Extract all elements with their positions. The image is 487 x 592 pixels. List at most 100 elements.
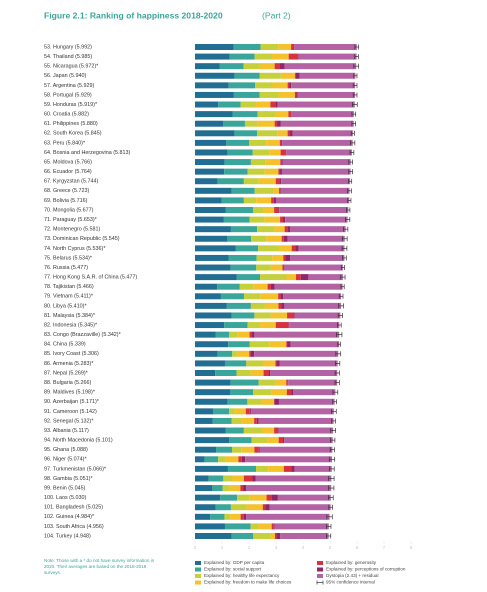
bar-segment <box>284 264 285 271</box>
bar-segment <box>217 350 233 357</box>
bar-segment <box>195 504 216 511</box>
error-bar <box>332 399 337 405</box>
bar-segment <box>296 91 298 98</box>
y-tick-label: 60. Croatia (5.882) <box>44 112 89 118</box>
bar-segment <box>249 216 265 223</box>
y-tick-label: 99. Benin (5.045) <box>44 485 86 491</box>
error-bar <box>338 303 344 309</box>
bar-segment <box>269 504 331 511</box>
bar-segment <box>195 139 227 146</box>
y-tick-label: 96. Niger (5.074)* <box>44 457 87 463</box>
y-tick-label: 80. Libya (5.410)* <box>44 303 87 309</box>
error-bar <box>343 226 349 232</box>
bar-segment <box>281 235 284 242</box>
bar-segment <box>289 322 340 329</box>
bar-segment <box>195 427 226 434</box>
bar-segment <box>298 53 357 60</box>
y-tick-label: 91. Cameroon (5.142) <box>44 409 97 415</box>
bar-segment <box>195 322 225 329</box>
error-bar <box>335 351 342 357</box>
bar-segment <box>278 398 335 405</box>
bar-segment <box>264 302 279 309</box>
y-tick-label: 95. Ghana (5.088) <box>44 447 88 453</box>
bar-segment <box>280 159 282 166</box>
bar-segment <box>244 120 258 127</box>
bar-segment <box>270 533 275 539</box>
bar-segment <box>291 389 294 396</box>
legend-swatch <box>317 567 323 572</box>
bar-segment <box>289 82 292 89</box>
bar-segment <box>294 312 341 319</box>
bar-segment <box>287 312 294 319</box>
bar-segment <box>239 283 254 290</box>
bar-segment <box>256 465 269 472</box>
bar-segment <box>268 370 271 376</box>
bar-segment <box>284 226 288 233</box>
bar-segment <box>295 72 300 79</box>
legend-label: Explained by: GDP per capita <box>204 560 265 565</box>
bar-segment <box>258 178 276 185</box>
bar-segment <box>270 370 338 376</box>
bar-segment <box>271 197 274 204</box>
x-tick-label: 2 <box>248 545 251 550</box>
error-bar <box>338 293 344 299</box>
bar-segment <box>274 120 278 127</box>
bar-segment <box>295 245 299 252</box>
bar-segment <box>278 293 281 300</box>
error-bar <box>353 73 358 79</box>
bar-segment <box>282 159 351 166</box>
bar-segment <box>283 437 285 444</box>
bar-segment <box>294 465 332 472</box>
bar-segment <box>280 168 282 175</box>
bar-segment <box>276 533 281 539</box>
bar-segment <box>269 341 287 348</box>
bar-segment <box>264 216 281 223</box>
bar-segment <box>288 53 298 60</box>
bar-segment <box>195 91 234 98</box>
bar-segment <box>195 111 233 118</box>
bar-segment <box>270 283 275 290</box>
bar-segment <box>228 341 250 348</box>
bar-segment <box>195 197 222 204</box>
bar-segment <box>274 226 285 233</box>
y-tick-label: 61. Philippines (5.880) <box>44 121 98 127</box>
bar-segment <box>243 513 247 520</box>
bar-segment <box>272 82 288 89</box>
bar-segment <box>195 302 227 309</box>
error-bar <box>351 111 357 117</box>
bar-segment <box>282 139 353 146</box>
bar-segment <box>281 302 285 309</box>
y-tick-label: 72. Montenegro (5.581) <box>44 227 101 233</box>
bar-segment <box>195 408 214 415</box>
bar-segment <box>292 130 353 137</box>
bar-segment <box>262 360 276 367</box>
bar-segment <box>215 370 237 376</box>
bar-segment <box>277 427 279 434</box>
bar-segment <box>280 187 350 194</box>
bar-segment <box>260 322 276 329</box>
bar-segment <box>260 44 279 50</box>
bar-segment <box>274 283 343 290</box>
error-bar <box>329 447 335 453</box>
bar-segment <box>267 437 279 444</box>
error-bar <box>326 523 332 529</box>
bar-segment <box>291 111 354 118</box>
bar-segment <box>215 331 230 338</box>
x-tick-label: 0 <box>194 545 197 550</box>
error-bar <box>331 408 337 414</box>
y-tick-label: 77. Hong Kong S.A.R. of China (5.477) <box>44 275 137 281</box>
bar-segment <box>274 398 279 405</box>
bar-segment <box>258 379 275 386</box>
y-tick-label: 83. Congo (Brazzaville) (5.342)* <box>44 332 122 338</box>
bar-segment <box>271 53 289 60</box>
bar-segment <box>261 427 275 434</box>
y-tick-label: 74. North Cyprus (5.536)* <box>44 246 106 252</box>
bar-segment <box>267 283 271 290</box>
bar-segment <box>230 513 241 520</box>
bar-segment <box>271 389 287 396</box>
bar-segment <box>291 465 295 472</box>
bar-segment <box>279 63 285 70</box>
legend-label: Explained by: healthy life expectancy <box>204 573 280 578</box>
bar-segment <box>274 427 278 434</box>
